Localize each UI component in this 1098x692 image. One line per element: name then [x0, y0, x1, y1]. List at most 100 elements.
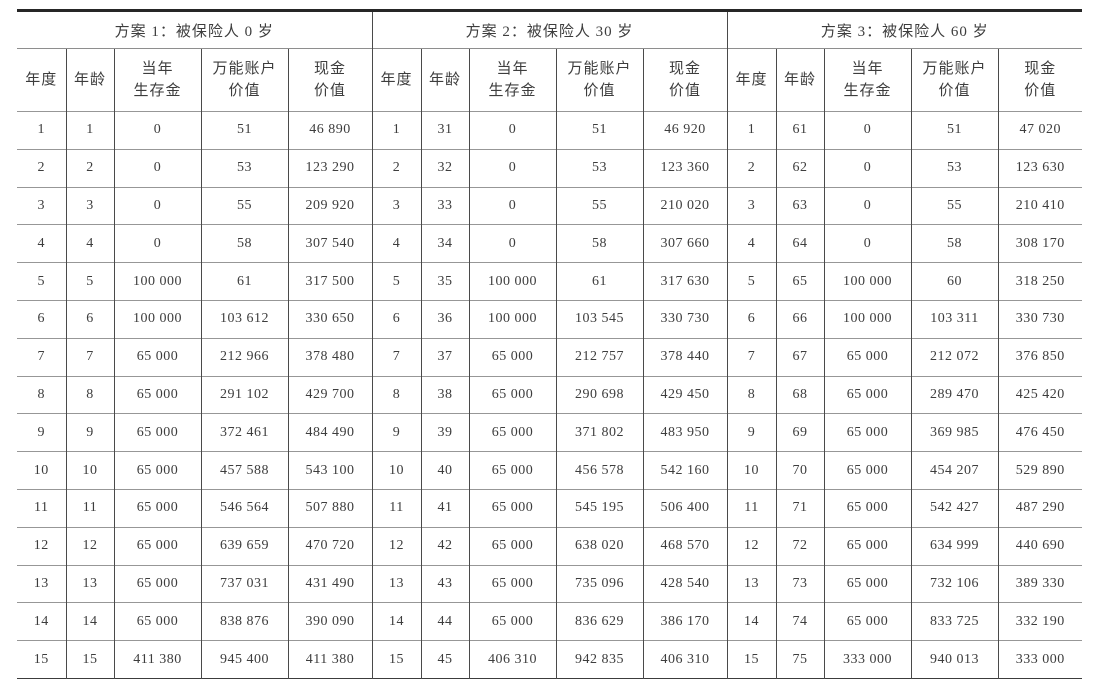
table-cell: 51	[910, 111, 999, 150]
table-cell: 2	[726, 148, 777, 188]
table-cell: 60	[910, 262, 999, 301]
table-cell: 67	[775, 337, 825, 377]
table-cell: 15	[65, 640, 114, 679]
table-cell: 1	[65, 111, 114, 150]
table-cell: 317 630	[642, 262, 728, 301]
table-cell: 65 000	[113, 602, 201, 641]
table-cell: 371 802	[555, 413, 643, 452]
table-cell: 6	[726, 299, 777, 339]
table-cell: 0	[468, 148, 556, 188]
table-cell: 0	[113, 186, 201, 225]
table-cell: 0	[823, 148, 912, 188]
table-cell: 318 250	[997, 262, 1083, 301]
table-cell: 65 000	[823, 375, 912, 414]
table-cell: 55	[910, 186, 999, 225]
table-cell: 65 000	[468, 413, 556, 452]
table-cell: 53	[200, 148, 288, 188]
table-cell: 72	[775, 526, 825, 566]
table-cell: 35	[420, 262, 469, 301]
table-cell: 308 170	[997, 224, 1083, 263]
table-cell: 289 470	[910, 375, 999, 414]
table-cell: 0	[113, 148, 201, 188]
table-cell: 378 480	[287, 337, 372, 377]
column-header: 当年 生存金	[113, 48, 201, 112]
table-cell: 332 190	[997, 602, 1083, 641]
table-cell: 55	[200, 186, 288, 225]
table-cell: 43	[420, 564, 469, 603]
table-cell: 14	[65, 602, 114, 641]
table-cell: 0	[823, 111, 912, 150]
table-cell: 5	[17, 262, 66, 301]
table-cell: 73	[775, 564, 825, 603]
table-cell: 65 000	[823, 602, 912, 641]
column-header: 当年 生存金	[823, 48, 912, 112]
section-title: 方案 2：被保险人 30 岁	[371, 10, 728, 49]
table-cell: 454 207	[910, 451, 999, 490]
table-cell: 36	[420, 299, 469, 339]
section-title: 方案 3：被保险人 60 岁	[726, 10, 1083, 49]
table-cell: 46 890	[287, 111, 372, 150]
table-cell: 9	[726, 413, 777, 452]
table-cell: 290 698	[555, 375, 643, 414]
table-cell: 103 612	[200, 299, 288, 339]
table-row: 7 7 65 000 212 966 378 480 7 37 65 000 212 757 37…	[17, 337, 1083, 377]
table-cell: 940 013	[910, 640, 999, 679]
table-cell: 833 725	[910, 602, 999, 641]
table-row: 8 8 65 000 291 102 429 700 8 38 65 000 290 698 42…	[17, 375, 1083, 414]
table-cell: 1	[726, 111, 777, 150]
table-cell: 2	[371, 148, 421, 188]
table-cell: 100 000	[468, 262, 556, 301]
table-cell: 100 000	[113, 262, 201, 301]
table-cell: 9	[65, 413, 114, 452]
table-cell: 40	[420, 451, 469, 490]
column-header: 年度	[17, 48, 66, 112]
table-cell: 212 072	[910, 337, 999, 377]
table-cell: 6	[65, 299, 114, 339]
table-cell: 15	[17, 640, 66, 679]
table-cell: 71	[775, 488, 825, 528]
insurance-plan-table: 方案 1：被保险人 0 岁 方案 2：被保险人 30 岁方案 3：被保险人 60 …	[17, 9, 1083, 679]
table-cell: 2	[17, 148, 66, 188]
column-header: 万能账户 价值	[910, 48, 999, 112]
table-cell: 945 400	[200, 640, 288, 679]
table-row: 3 3 0 55 209 920 3 33 0 55 210 020 3 63 0 55 210 410	[17, 186, 1083, 225]
table-cell: 46 920	[642, 111, 728, 150]
table-cell: 487 290	[997, 488, 1083, 528]
table-cell: 64	[775, 224, 825, 263]
table-cell: 543 100	[287, 451, 372, 490]
table-cell: 4	[65, 224, 114, 263]
table-cell: 10	[726, 451, 777, 490]
column-header: 现金 价值	[642, 48, 728, 112]
table-cell: 123 360	[642, 148, 728, 188]
table-cell: 62	[775, 148, 825, 188]
table-cell: 100 000	[113, 299, 201, 339]
table-cell: 333 000	[823, 640, 912, 679]
table-cell: 378 440	[642, 337, 728, 377]
table-cell: 65 000	[468, 602, 556, 641]
table-cell: 100 000	[823, 262, 912, 301]
table-cell: 65 000	[113, 451, 201, 490]
table-cell: 639 659	[200, 526, 288, 566]
table-cell: 291 102	[200, 375, 288, 414]
table-cell: 63	[775, 186, 825, 225]
table-row: 1 1 0 51 46 890 1 31 0 51 46 920 1 61 0 51 47 020	[17, 111, 1083, 150]
table-cell: 65 000	[468, 526, 556, 566]
table-cell: 638 020	[555, 526, 643, 566]
table-cell: 634 999	[910, 526, 999, 566]
table-cell: 732 106	[910, 564, 999, 603]
table-cell: 542 160	[642, 451, 728, 490]
table-cell: 468 570	[642, 526, 728, 566]
table-cell: 317 500	[287, 262, 372, 301]
table-cell: 3	[726, 186, 777, 225]
table-cell: 51	[200, 111, 288, 150]
table-cell: 4	[17, 224, 66, 263]
table-row: 4 4 0 58 307 540 4 34 0 58 307 660 4 64 0 58 308 170	[17, 224, 1083, 263]
table-cell: 6	[371, 299, 421, 339]
table-body: 1 1 0 51 46 890 1 31 0 51 46 920 1 61 0 51 47 020 2 2 0 53…	[17, 111, 1083, 679]
table-cell: 13	[726, 564, 777, 603]
column-header: 现金 价值	[997, 48, 1083, 112]
table-cell: 58	[910, 224, 999, 263]
table-cell: 8	[371, 375, 421, 414]
table-cell: 376 850	[997, 337, 1083, 377]
table-cell: 333 000	[997, 640, 1083, 679]
